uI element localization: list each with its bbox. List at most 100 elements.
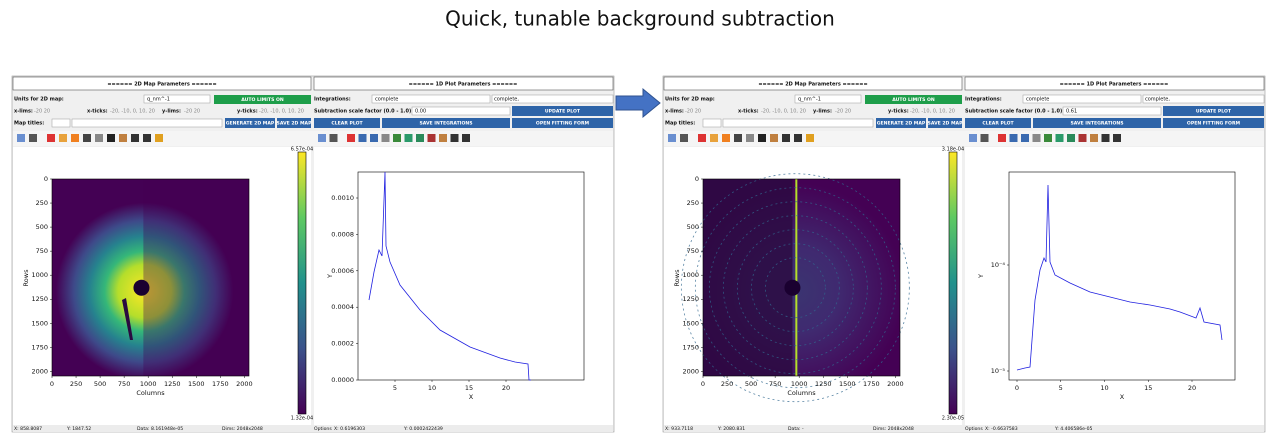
- plot-y-tick-label: 10⁻⁵: [991, 367, 1006, 375]
- diffraction-ring: [750, 243, 840, 333]
- map-titles-input[interactable]: [722, 118, 874, 128]
- map-status-y: Y: 1847.52: [66, 426, 91, 432]
- plot-tool-icon[interactable]: [370, 134, 378, 142]
- plot-y-tick-label: 0.0004: [331, 303, 354, 311]
- map-tool-icon[interactable]: [29, 134, 37, 142]
- plot-tool-icon[interactable]: [998, 134, 1006, 142]
- beamstop: [122, 298, 133, 340]
- map-tool-icon[interactable]: [17, 134, 25, 142]
- auto-limits-button[interactable]: [865, 95, 962, 104]
- ylims-label: y-lims:: [813, 109, 832, 115]
- map-x-label: Columns: [787, 389, 816, 397]
- xticks-label: x-ticks:: [87, 109, 108, 115]
- plot-tool-icon[interactable]: [1044, 134, 1052, 142]
- plot-tool-icon[interactable]: [358, 134, 367, 142]
- units-value: q_nm^-1: [798, 97, 821, 103]
- plot-tool-icon[interactable]: [1113, 134, 1121, 142]
- colorbar-min: 2.30e-05: [942, 416, 964, 422]
- scale-input[interactable]: [411, 106, 511, 116]
- map-tool-icon[interactable]: [95, 134, 103, 142]
- map-tool-icon[interactable]: [782, 134, 790, 142]
- map-tool-icon[interactable]: [734, 134, 742, 142]
- page-title: Quick, tunable background subtraction: [445, 7, 835, 31]
- map-tool-icon[interactable]: [770, 134, 778, 142]
- plot-tool-icon[interactable]: [1067, 134, 1075, 142]
- map-tool-icon[interactable]: [668, 134, 676, 142]
- map-y-tick-label: 500: [687, 223, 699, 231]
- map-tool-icon[interactable]: [806, 134, 814, 142]
- map-tool-icon[interactable]: [59, 134, 67, 142]
- map-tool-icon[interactable]: [47, 134, 55, 142]
- update-plot-button[interactable]: [512, 106, 613, 116]
- fitting-form-button[interactable]: [1163, 118, 1264, 128]
- plot-tool-icon[interactable]: [1009, 134, 1018, 142]
- map-tool-icon[interactable]: [698, 134, 706, 142]
- map-titles-select[interactable]: [702, 118, 722, 128]
- save-map-button[interactable]: [928, 118, 962, 128]
- generate-map-button[interactable]: [225, 118, 275, 128]
- map-tool-icon[interactable]: [71, 134, 79, 142]
- map-x-tick-label: 1000: [791, 380, 808, 388]
- integrations-select[interactable]: [371, 94, 491, 104]
- plot-tool-icon[interactable]: [381, 134, 390, 142]
- map-tool-icon[interactable]: [710, 134, 718, 142]
- plot-tool-icon[interactable]: [1090, 134, 1098, 142]
- fitting-form-button[interactable]: [512, 118, 613, 128]
- plot-tool-icon[interactable]: [329, 134, 338, 142]
- map-tool-icon[interactable]: [119, 134, 127, 142]
- generate-map-button[interactable]: [876, 118, 926, 128]
- units-select[interactable]: [794, 94, 862, 104]
- map-tool-icon[interactable]: [746, 134, 754, 142]
- map-tool-icon[interactable]: [131, 134, 139, 142]
- map-tool-icon[interactable]: [758, 134, 766, 142]
- plot-tool-icon[interactable]: [980, 134, 989, 142]
- plot-tool-icon[interactable]: [1101, 134, 1110, 142]
- plot-tool-icon[interactable]: [969, 134, 977, 142]
- integrations-label: Integrations:: [314, 97, 351, 103]
- plot-tool-icon[interactable]: [1078, 134, 1087, 142]
- colorbar-max: 6.57e-04: [291, 147, 313, 153]
- integrations-input[interactable]: [491, 94, 614, 104]
- plot-tool-icon[interactable]: [404, 134, 413, 142]
- integrations-select[interactable]: [1022, 94, 1142, 104]
- plot-tool-icon[interactable]: [427, 134, 436, 142]
- map-x-tick-label: 500: [94, 380, 106, 388]
- colorbar: [297, 151, 307, 415]
- map-titles-input[interactable]: [71, 118, 223, 128]
- plot-tool-icon[interactable]: [462, 134, 470, 142]
- map-tool-icon[interactable]: [722, 134, 730, 142]
- map-titles-select[interactable]: [51, 118, 71, 128]
- units-select[interactable]: [143, 94, 211, 104]
- plot-tool-icon[interactable]: [1032, 134, 1041, 142]
- plot-tool-icon[interactable]: [416, 134, 424, 142]
- map-tool-icon[interactable]: [83, 134, 91, 142]
- plot-tool-icon[interactable]: [393, 134, 401, 142]
- plot-tool-icon[interactable]: [450, 134, 459, 142]
- clear-plot-button[interactable]: [965, 118, 1031, 128]
- map-tool-icon[interactable]: [107, 134, 115, 142]
- map-tool-icon[interactable]: [155, 134, 163, 142]
- map-tool-icon[interactable]: [794, 134, 802, 142]
- map-y-tick-label: 0: [44, 175, 48, 183]
- map-tool-icon[interactable]: [680, 134, 688, 142]
- plot-tool-icon[interactable]: [347, 134, 355, 142]
- map-x-tick-label: 2000: [236, 380, 253, 388]
- clear-plot-button[interactable]: [314, 118, 380, 128]
- save-integrations-button[interactable]: [382, 118, 510, 128]
- plot-tool-icon[interactable]: [1021, 134, 1029, 142]
- integrations-input[interactable]: [1142, 94, 1265, 104]
- map-y-tick-label: 1000: [31, 271, 48, 279]
- plot-tool-icon[interactable]: [439, 134, 447, 142]
- auto-limits-button[interactable]: [214, 95, 311, 104]
- save-integrations-button[interactable]: [1033, 118, 1161, 128]
- plot-y-tick-label: 0.0010: [331, 194, 354, 202]
- colorbar: [948, 151, 958, 415]
- plot-x-label: X: [469, 393, 474, 401]
- map-tool-icon[interactable]: [143, 134, 151, 142]
- plot-tool-icon[interactable]: [1055, 134, 1064, 142]
- update-plot-button[interactable]: [1163, 106, 1264, 116]
- plot-tool-icon[interactable]: [318, 134, 326, 142]
- scale-input[interactable]: [1062, 106, 1162, 116]
- save-map-button[interactable]: [277, 118, 311, 128]
- plot-params-header-box: [313, 76, 614, 91]
